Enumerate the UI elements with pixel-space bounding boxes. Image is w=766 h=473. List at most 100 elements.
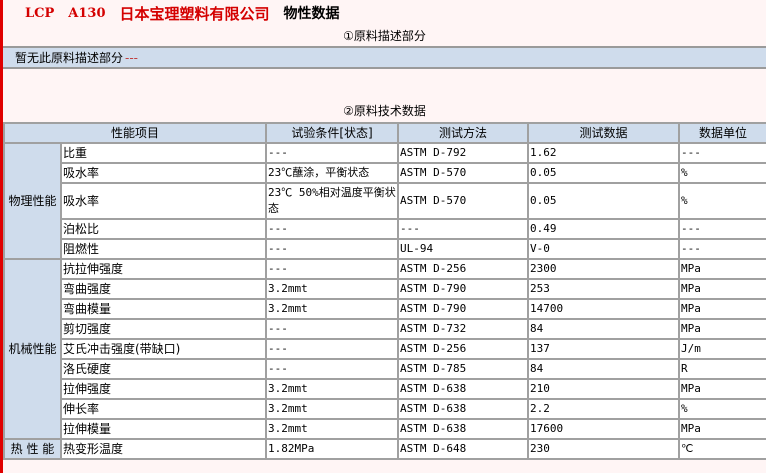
description-bar: 暂无此原料描述部分 --- — [3, 46, 766, 69]
table-row: 机械性能 抗拉伸强度 --- ASTM D-256 2300 MPa — [3, 258, 766, 440]
method-cell: ASTM D-638 — [397, 398, 530, 420]
table-row: 拉伸强度 3.2mmt ASTM D-638 210 MPa — [4, 378, 766, 400]
table-row: 吸水率 23℃ 50%相对温度平衡状态 ASTM D-570 0.05% — [4, 182, 766, 220]
condition-cell: --- — [265, 338, 400, 360]
company: 日本宝理塑料有限公司 — [119, 5, 270, 23]
method-cell: ASTM D-638 — [397, 418, 530, 440]
method-cell: --- — [397, 218, 530, 240]
condition-cell: 3.2mmt — [265, 298, 400, 320]
value-cell: 14700 — [527, 298, 681, 320]
tech-data-table: 性能项目 试验条件[状态] 测试方法 测试数据 数据单位 物理性能 比重 --- AS… — [2, 122, 766, 460]
table-row: 伸长率 3.2mmt ASTM D-638 2.2% — [4, 398, 766, 420]
method-cell: ASTM D-790 — [397, 278, 530, 300]
unit-cell: % — [678, 162, 766, 184]
property-cell: 剪切强度 — [59, 318, 268, 340]
condition-cell: --- — [265, 258, 400, 280]
category-cell: 物理性能 — [3, 142, 62, 260]
col-header: 测试方法 — [397, 122, 530, 144]
method-cell: UL-94 — [397, 238, 530, 260]
condition-cell: --- — [265, 238, 400, 260]
page-title: LCP A130 日本宝理塑料有限公司 物性数据 — [25, 3, 340, 25]
property-cell: 拉伸模量 — [59, 418, 268, 440]
property-cell: 泊松比 — [59, 218, 268, 240]
unit-cell: J/m — [678, 338, 766, 360]
value-cell: 2300 — [527, 258, 681, 280]
value-cell: V-0 — [527, 238, 681, 260]
table-row: 剪切强度 --- ASTM D-732 84 MPa — [4, 318, 766, 340]
property-cell: 比重 — [59, 142, 268, 164]
value-cell: 84 — [527, 358, 681, 380]
title-suffix: 物性数据 — [283, 6, 340, 22]
condition-cell: 23℃蘸涂，平衡状态 — [265, 162, 400, 184]
unit-cell: % — [678, 182, 766, 220]
method-cell: ASTM D-570 — [397, 182, 530, 220]
col-header: 试验条件[状态] — [265, 122, 400, 144]
table-row: 物理性能 比重 --- ASTM D-792 1.62 --- — [3, 142, 766, 260]
description-dash: --- — [125, 50, 139, 65]
description-text: 暂无此原料描述部分 — [15, 50, 124, 65]
table-row: 弯曲强度 3.2mmt ASTM D-790 253 MPa — [4, 278, 766, 300]
section2-title: ②原料技术数据 — [343, 104, 426, 118]
value-cell: 17600 — [527, 418, 681, 440]
unit-cell: MPa — [678, 378, 766, 400]
property-cell: 洛氏硬度 — [59, 358, 268, 380]
method-cell: ASTM D-732 — [397, 318, 530, 340]
property-cell: 伸长率 — [59, 398, 268, 420]
property-cell: 艾氏冲击强度(带缺口) — [59, 338, 268, 360]
model: A130 — [68, 6, 106, 21]
method-cell: ASTM D-256 — [397, 258, 530, 280]
property-cell: 抗拉伸强度 — [59, 258, 268, 280]
value-cell: 137 — [527, 338, 681, 360]
value-cell: 230 — [527, 438, 681, 460]
category-cell: 机械性能 — [3, 258, 62, 440]
condition-cell: 23℃ 50%相对温度平衡状态 — [265, 182, 400, 220]
condition-cell: 3.2mmt — [265, 418, 400, 440]
col-header: 性能项目 — [2, 122, 268, 144]
col-header: 数据单位 — [678, 122, 766, 144]
property-cell: 阻燃性 — [59, 238, 268, 260]
condition-cell: 1.82MPa — [265, 438, 400, 460]
col-header: 测试数据 — [527, 122, 681, 144]
method-cell: ASTM D-638 — [397, 378, 530, 400]
unit-cell: MPa — [678, 298, 766, 320]
grade: LCP — [25, 6, 55, 21]
table-row: 拉伸模量 3.2mmt ASTM D-638 17600 MPa — [4, 418, 766, 440]
condition-cell: --- — [265, 218, 400, 240]
table-header-row: 性能项目 试验条件[状态] 测试方法 测试数据 数据单位 — [2, 122, 766, 144]
method-cell: ASTM D-570 — [397, 162, 530, 184]
value-cell: 0.05 — [527, 182, 681, 220]
table-row: 阻燃性 --- UL-94 V-0 --- — [4, 238, 766, 260]
value-cell: 84 — [527, 318, 681, 340]
value-cell: 1.62 — [527, 142, 681, 164]
unit-cell: ℃ — [678, 438, 766, 460]
condition-cell: 3.2mmt — [265, 278, 400, 300]
unit-cell: MPa — [678, 318, 766, 340]
condition-cell: --- — [265, 142, 400, 164]
unit-cell: R — [678, 358, 766, 380]
unit-cell: --- — [678, 218, 766, 240]
condition-cell: --- — [265, 358, 400, 380]
method-cell: ASTM D-790 — [397, 298, 530, 320]
value-cell: 0.49 — [527, 218, 681, 240]
unit-cell: % — [678, 398, 766, 420]
property-cell: 弯曲模量 — [59, 298, 268, 320]
method-cell: ASTM D-648 — [397, 438, 530, 460]
property-cell: 吸水率 — [59, 182, 268, 220]
unit-cell: MPa — [678, 418, 766, 440]
condition-cell: --- — [265, 318, 400, 340]
value-cell: 0.05 — [527, 162, 681, 184]
condition-cell: 3.2mmt — [265, 398, 400, 420]
unit-cell: MPa — [678, 278, 766, 300]
table-row: 泊松比 --- --- 0.49 --- — [4, 218, 766, 240]
unit-cell: MPa — [678, 258, 766, 280]
value-cell: 2.2 — [527, 398, 681, 420]
property-cell: 吸水率 — [59, 162, 268, 184]
table-row: 吸水率 23℃蘸涂，平衡状态 ASTM D-570 0.05% — [4, 162, 766, 184]
table-row: 弯曲模量 3.2mmt ASTM D-790 14700 MPa — [4, 298, 766, 320]
category-cell: 热 性 能 — [3, 438, 62, 460]
table-row: 洛氏硬度 --- ASTM D-785 84 R — [4, 358, 766, 380]
condition-cell: 3.2mmt — [265, 378, 400, 400]
unit-cell: --- — [678, 238, 766, 260]
value-cell: 253 — [527, 278, 681, 300]
method-cell: ASTM D-785 — [397, 358, 530, 380]
